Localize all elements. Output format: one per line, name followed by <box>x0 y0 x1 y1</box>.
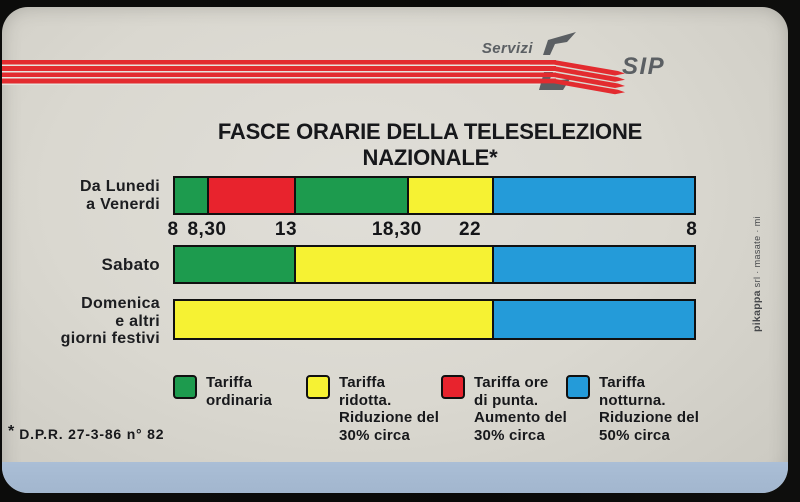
tariff-band-green <box>175 247 294 282</box>
tariff-band-red <box>206 178 294 213</box>
tariff-band-yellow <box>175 301 492 338</box>
tariff-band-blue <box>491 247 694 282</box>
axis-tick-label: 8 <box>167 219 179 240</box>
legend-label: Tariffa ore di punta. Aumento del 30% circa <box>474 374 568 444</box>
servizi-label: Servizi <box>481 40 533 57</box>
sip-wordmark: SIP <box>622 53 666 80</box>
row-label-line: giorni festivi <box>60 330 160 347</box>
row-label-line: a Venerdi <box>86 195 160 213</box>
axis-tick-label: 22 <box>458 219 482 240</box>
axis-tick-label: 13 <box>274 219 298 240</box>
legend-item-blue: Tariffa notturna. Riduzione del 50% circa <box>566 374 699 444</box>
tariff-band-yellow <box>406 178 492 213</box>
legend-swatch-green <box>173 375 197 399</box>
row-bar-sabato <box>173 245 696 284</box>
legend-label: Tariffa notturna. Riduzione del 50% circa <box>599 374 700 444</box>
printer-credit: pikappa srl · masate · mi <box>747 174 763 374</box>
red-stripes-band <box>2 60 556 85</box>
printer-brand: pikappa <box>751 290 763 332</box>
axis-tick-label: 18,30 <box>371 219 422 240</box>
page-title: FASCE ORARIE DELLA TELESELEZIONE NAZIONA… <box>217 119 643 170</box>
row-label-line: Da Lunedi <box>79 178 160 195</box>
card-bottom-band <box>2 462 788 493</box>
printer-credit-text: srl · masate · mi <box>752 216 762 291</box>
row-bar-domenica <box>173 299 696 340</box>
row-label-lun-ven: Da Lunedi a Venerdi <box>30 178 160 213</box>
legend-item-red: Tariffa ore di punta. Aumento del 30% circa <box>441 374 567 444</box>
sip-phonecard: Servizi SIP FASCE ORARIE DELLA TELESELEZ… <box>2 7 788 493</box>
tariff-band-green <box>175 178 207 213</box>
legend-swatch-yellow <box>306 375 330 399</box>
sip-logo-icon <box>530 32 625 95</box>
row-label-domenica: Domenica e altri giorni festivi <box>20 295 160 348</box>
axis-tick-label: 8 <box>686 219 698 240</box>
footnote: * D.P.R. 27-3-86 n° 82 <box>8 423 164 444</box>
footnote-text: D.P.R. 27-3-86 n° 82 <box>19 426 165 442</box>
row-label-sabato: Sabato <box>30 256 160 274</box>
footnote-asterisk: * <box>8 423 15 440</box>
legend-swatch-red <box>441 375 465 399</box>
tariff-band-green <box>293 178 407 213</box>
x-axis-ticks: 8 8,30 13 18,30 22 8 <box>167 219 698 243</box>
legend-swatch-blue <box>566 375 590 399</box>
row-label-line: e altri <box>115 312 160 330</box>
row-label-line: Domenica <box>81 295 160 312</box>
tariff-band-blue <box>491 301 694 338</box>
legend-item-yellow: Tariffa ridotta. Riduzione del 30% circa <box>306 374 439 444</box>
legend-item-green: Tariffa ordinaria <box>173 374 272 409</box>
row-label-line: Sabato <box>101 255 160 274</box>
legend: Tariffa ordinaria Tariffa ridotta. Riduzione… <box>2 374 788 458</box>
tariff-band-yellow <box>293 247 492 282</box>
tariff-band-blue <box>491 178 694 213</box>
legend-label: Tariffa ordinaria <box>206 374 272 409</box>
legend-label: Tariffa ridotta. Riduzione del 30% circa <box>339 374 440 444</box>
row-bar-lun-ven <box>173 176 696 215</box>
axis-tick-label: 8,30 <box>187 219 227 240</box>
